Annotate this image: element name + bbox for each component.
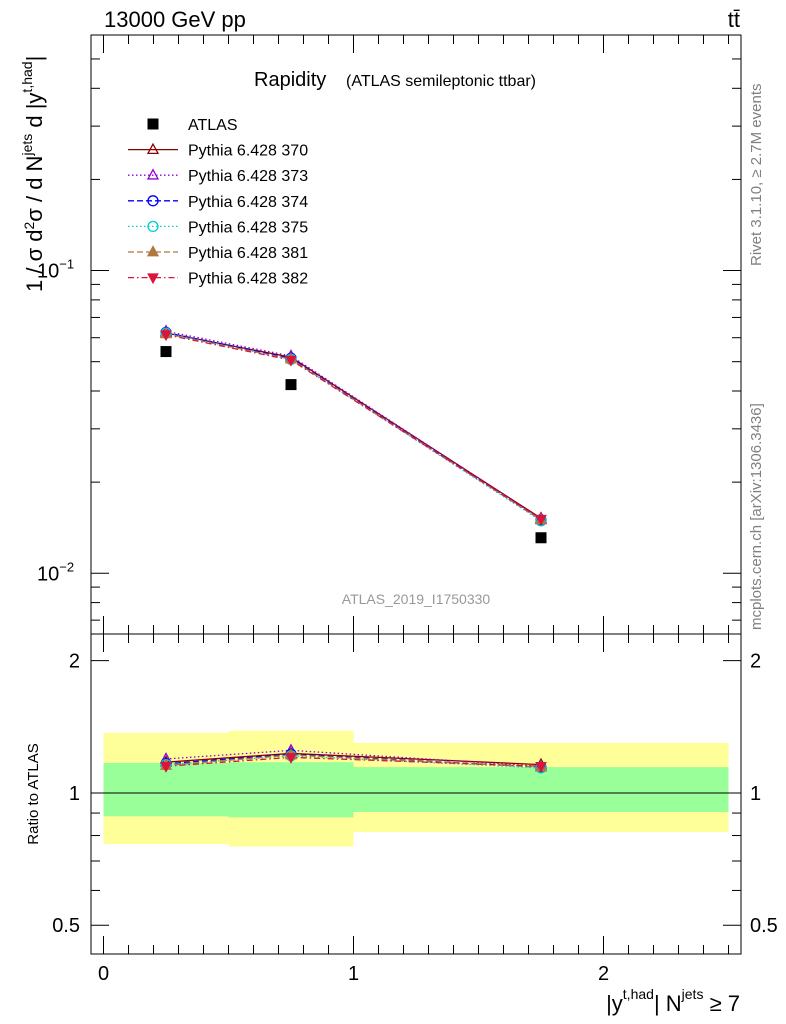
legend-label: Pythia 6.428 374: [188, 194, 308, 211]
ratio-y-tick-label: 2: [69, 651, 80, 673]
stat-uncertainty-band: [228, 762, 354, 818]
process-label: tt̄: [728, 7, 740, 32]
ratio-y-tick-label-right: 2: [750, 651, 761, 673]
ratio-y-axis-label: Ratio to ATLAS: [25, 743, 42, 844]
legend-label: ATLAS: [188, 117, 238, 134]
main-y-ticks: 10−1 10−2: [37, 35, 741, 634]
legend-item-p370: Pythia 6.428 370: [128, 143, 308, 160]
legend-marker: [146, 168, 160, 180]
ratio-y-ticks: 0.5 0.5 1 1 2 2: [52, 651, 778, 938]
series-line-p374: [165, 331, 542, 521]
main-y-axis-label: 1 / σ d2σ / d Njets d |yt,had|: [19, 56, 47, 292]
point-p382: [535, 514, 547, 526]
ratio-y-tick-label: 0.5: [52, 915, 80, 937]
legend-marker: [147, 220, 159, 233]
ratio-uncertainty-bands: [91, 730, 741, 847]
analysis-watermark: ATLAS_2019_I1750330: [342, 591, 491, 607]
ratio-panel: 0.5 0.5 1 1 2 2 0 1 2 Ratio to ATLAS |yt,had| N…: [25, 633, 778, 1016]
ratio-frame: [90, 633, 742, 955]
series-line-p382: [165, 334, 542, 520]
point-data: [285, 379, 297, 391]
main-panel: 10−1 10−2 Rapidity (ATLAS semileptonic tt…: [19, 34, 742, 635]
x-tick-label: 2: [598, 963, 609, 985]
x-axis-label: |yt,had| Njets ≥ 7: [606, 986, 740, 1016]
ratio-y-tick-label-right: 0.5: [750, 915, 778, 937]
ratio-point-p382: [285, 753, 297, 764]
chart-subtitle: (ATLAS semileptonic ttbar): [346, 73, 536, 90]
legend-item-p381: Pythia 6.428 381: [128, 245, 308, 262]
legend-item-data: ATLAS: [147, 117, 238, 134]
point-data: [535, 532, 547, 544]
legend-label: Pythia 6.428 382: [188, 271, 308, 288]
legend-label: Pythia 6.428 375: [188, 219, 308, 236]
energy-label: 13000 GeV pp: [104, 7, 246, 32]
legend-marker: [146, 142, 160, 155]
legend-label: Pythia 6.428 370: [188, 143, 308, 160]
legend-item-p375: Pythia 6.428 375: [128, 219, 308, 236]
legend-item-p374: Pythia 6.428 374: [128, 194, 308, 211]
rivet-label: Rivet 3.1.10, ≥ 2.7M events: [748, 84, 765, 267]
x-tick-label: 0: [98, 963, 109, 985]
point-p382: [285, 355, 297, 367]
main-series-markers: [159, 324, 548, 544]
legend-marker: [146, 245, 160, 257]
legend-marker: [147, 195, 159, 207]
ratio-y-tick-label: 1: [69, 783, 80, 805]
series-line-p373: [165, 330, 542, 520]
legend-marker: [147, 118, 159, 130]
point-p382: [160, 330, 172, 342]
ratio-series-markers: [159, 743, 548, 774]
main-series-lines: [165, 330, 542, 522]
ratio-point-p382: [160, 762, 172, 773]
ratio-line-p381: [165, 754, 542, 768]
main-y-tick-label: 10−2: [37, 559, 74, 585]
x-tick-label: 1: [348, 963, 359, 985]
legend-item-p373: Pythia 6.428 373: [128, 168, 308, 185]
series-line-p370: [165, 332, 542, 519]
ratio-point-p382: [535, 762, 547, 773]
chart-title: Rapidity: [254, 69, 326, 91]
mcplots-label: mcplots.cern.ch [arXiv:1306.3436]: [748, 403, 765, 630]
legend-marker: [147, 273, 159, 285]
x-ticks: 0 1 2: [98, 634, 729, 985]
legend-item-p382: Pythia 6.428 382: [128, 271, 308, 288]
legend-label: Pythia 6.428 381: [188, 245, 308, 262]
stat-uncertainty-band: [353, 767, 729, 812]
main-y-tick-label: 10−1: [37, 257, 74, 283]
ratio-y-tick-label-right: 1: [750, 783, 761, 805]
legend-label: Pythia 6.428 373: [188, 168, 308, 185]
series-line-p381: [165, 333, 542, 521]
legend: ATLAS Pythia 6.428 370 Pythia 6.428 373 Pyt…: [128, 117, 308, 288]
series-line-p375: [165, 332, 542, 522]
point-data: [160, 346, 172, 358]
